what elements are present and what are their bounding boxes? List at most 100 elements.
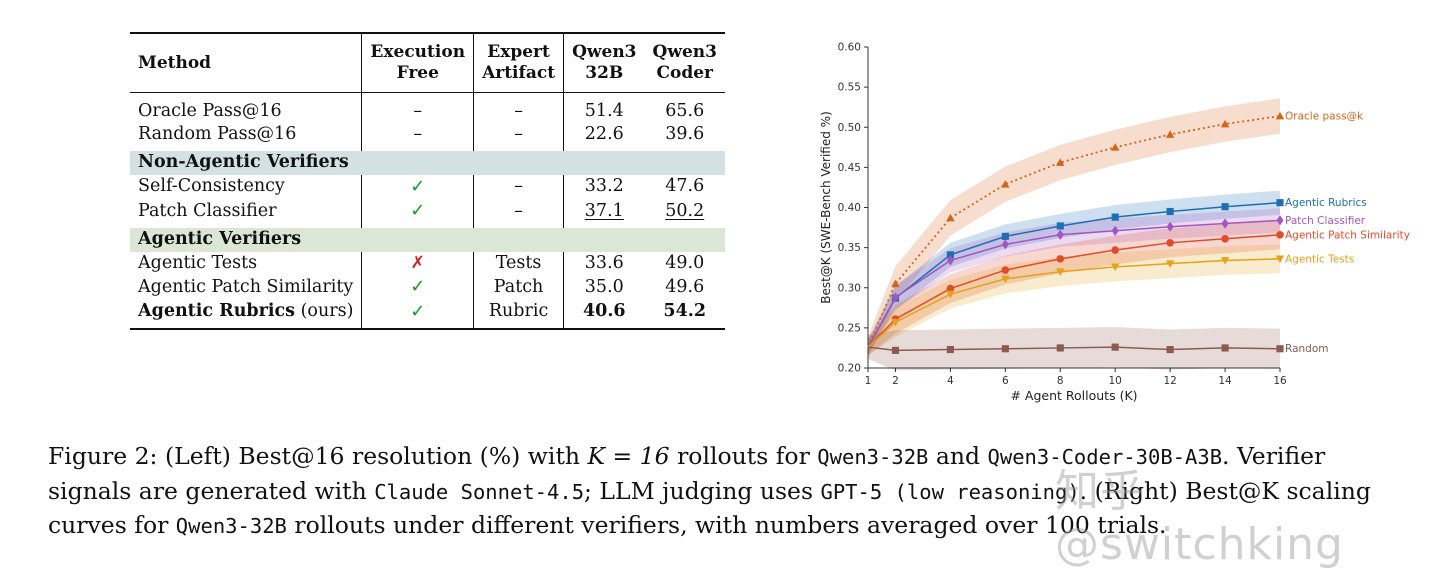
qwen32b-cell: 22.6 [584,124,624,145]
data-point [1056,222,1064,230]
data-point [946,213,955,222]
data-point [1166,345,1174,354]
coder-cell: 49.6 [665,276,705,297]
y-tick-label: 0.50 [838,122,861,134]
data-point [1111,225,1119,236]
data-point [1220,119,1230,128]
data-point [1056,255,1065,263]
confidence-band [868,327,1280,371]
y-tick-label: 0.55 [838,82,861,94]
data-point [1111,213,1119,221]
method-cell: Patch Classifier [130,199,363,228]
qwen32b-cell: 33.2 [584,176,624,197]
data-point [1221,203,1229,211]
artifact-cell: Tests [473,251,565,276]
y-tick-label: 0.30 [838,282,861,294]
check-icon: ✓ [361,299,475,330]
header-execution-free: Execution Free [361,33,475,92]
table-row: Agentic Tests ✗ Tests 33.6 49.0 [130,251,725,276]
table-row: Oracle Pass@16 – – 51.4 65.6 [130,92,725,124]
caption-line: signals are generated with Claude Sonnet… [48,476,1371,505]
data-point [1056,158,1065,166]
data-point [1001,266,1010,274]
x-tick-label: 14 [1218,375,1232,387]
exec-free-cell: – [361,92,475,124]
header-qwen3-coder: Qwen3 Coder [652,42,717,84]
qwen32b-cell: 51.4 [584,100,624,121]
data-point [1221,344,1229,352]
x-axis-label: # Agent Rollouts (K) [1010,388,1137,403]
confidence-band [868,208,1280,355]
series-label: Agentic Tests [1285,253,1354,265]
artifact-cell: Patch [473,275,565,300]
data-point [1056,344,1064,352]
results-table: Method Execution Free Expert Artifact Qwen… [130,32,725,330]
data-point [1276,199,1284,207]
section-title: Non-Agentic Verifiers [130,151,725,175]
artifact-cell: Rubric [473,299,565,330]
coder-cell: 65.6 [665,100,705,121]
qwen32b-cell: 37.1 [564,199,645,227]
series-label: Agentic Patch Similarity [1285,229,1410,241]
method-cell: Self-Consistency [130,174,363,200]
code-model: Qwen3-Coder-30B-A3B [987,445,1223,469]
qwen32b-cell: 35.0 [584,276,624,297]
data-point [1056,229,1064,240]
method-cell: Agentic Rubrics (ours) [130,299,363,330]
method-cell: Agentic Tests [130,251,363,276]
x-tick-label: 12 [1163,375,1176,387]
data-point [1001,345,1009,353]
data-point [1165,130,1175,138]
data-point [1001,275,1010,284]
coder-cell-best: 54.2 [663,301,707,322]
artifact-cell: – [473,92,565,124]
data-point [1111,263,1120,272]
math-k: K = 16 [587,442,670,470]
confidence-band [868,98,1280,358]
y-tick-label: 0.60 [838,42,861,54]
data-point [1111,143,1120,151]
table-row: Patch Classifier ✓ – 37.1 50.2 [130,199,725,228]
data-point [946,345,954,354]
data-point [1001,180,1010,188]
data-point [1111,246,1119,254]
data-point [1221,218,1229,229]
data-point [1166,221,1174,232]
figure-caption: Figure 2: (Left) Best@16 resolution (%) … [48,440,1428,544]
table-row: Agentic Patch Similarity ✓ Patch 35.0 49… [130,275,725,300]
check-icon: ✓ [361,199,475,228]
table-row: Random Pass@16 – – 22.6 39.6 [130,123,725,152]
watermark-text: 知乎 @switchking [1055,466,1344,570]
exec-free-cell: – [361,123,475,152]
x-tick-label: 2 [892,375,899,387]
data-point [1111,343,1119,351]
header-method: Method [130,33,363,92]
cross-icon: ✗ [361,251,475,276]
code-model: GPT-5 (low reasoning) [820,479,1080,504]
artifact-cell: – [473,123,565,152]
data-point [946,251,954,259]
section-header-agentic: Agentic Verifiers [130,227,725,252]
x-tick-label: 16 [1273,375,1287,387]
data-point [1276,215,1284,226]
best-at-k-chart: 0.200.250.300.350.400.450.500.550.601 2 4 6… [819,42,1410,404]
data-point [891,318,900,327]
data-point [1165,260,1175,268]
artifact-cell: – [473,174,565,200]
series-label: Agentic Rubrics [1285,197,1367,209]
second-best-value: 50.2 [665,200,705,221]
series-label: Patch Classifier [1285,215,1366,227]
section-header-non-agentic: Non-Agentic Verifiers [130,151,725,175]
data-point [1275,255,1285,264]
method-cell: Oracle Pass@16 [130,92,363,124]
qwen32b-cell: 33.6 [584,252,624,273]
artifact-cell: – [473,199,565,228]
header-qwen3-32b: Qwen3 32B [572,42,637,84]
x-tick-label: 10 [1109,375,1122,387]
coder-cell: 49.0 [665,252,705,273]
data-point [1276,231,1284,239]
data-point [1056,268,1065,276]
confidence-band [868,220,1280,356]
method-cell: Agentic Patch Similarity [130,275,363,300]
data-point [1220,257,1230,265]
